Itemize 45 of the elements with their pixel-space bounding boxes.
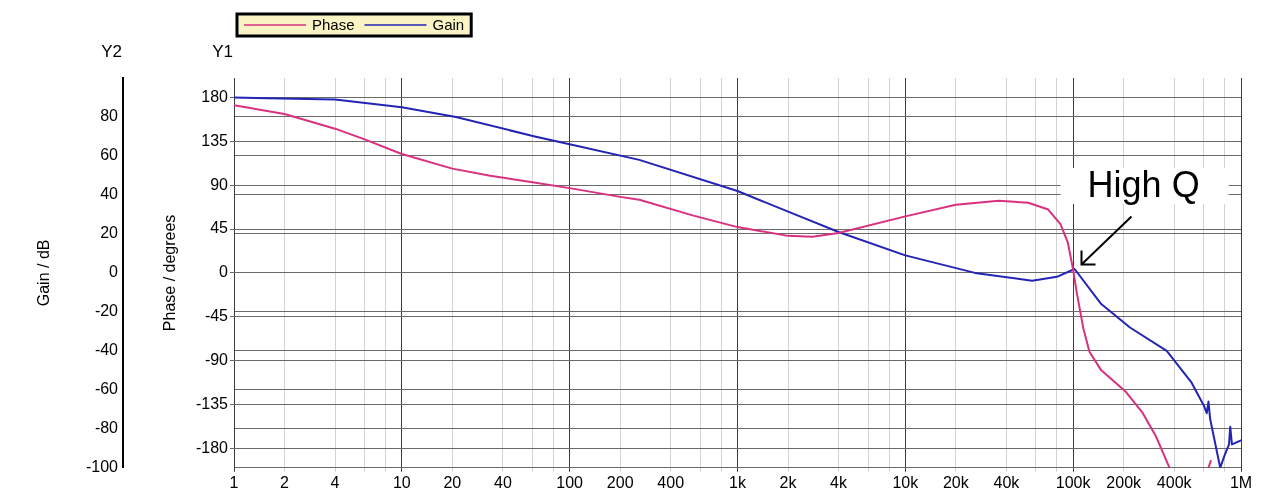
x-tick-label: 20k [942, 473, 970, 491]
x-tick-label: 2 [280, 473, 290, 491]
y2-tick-label: -100 [85, 458, 119, 476]
x-tick-label: 1M [1229, 473, 1253, 491]
x-tick-label: 400 [657, 473, 685, 491]
y-tick-label: 180 [201, 87, 229, 105]
x-tick-label: 20 [443, 473, 462, 491]
x-tick-label: 1 [229, 473, 239, 491]
y-tick-label: -45 [204, 307, 229, 325]
y-tick-label: -90 [204, 351, 229, 369]
y2-tick-label: 40 [100, 185, 119, 203]
x-tick-label: 4k [830, 473, 848, 491]
x-tick-label: 40 [493, 473, 512, 491]
text: Y1 [212, 41, 233, 61]
y2-tick-label: -20 [94, 302, 119, 320]
y-tick-label: 0 [219, 263, 229, 281]
y-tick-label: -135 [195, 394, 229, 412]
y2-tick-label: 80 [100, 107, 119, 125]
x-tick-label: 40k [993, 473, 1021, 491]
x-tick-label: 400k [1156, 473, 1193, 491]
y2-tick-label: 60 [100, 146, 119, 164]
y2-tick-label: 20 [100, 224, 119, 242]
annotation: High Q [1087, 163, 1200, 205]
x-tick-label: 2k [779, 473, 798, 491]
y-tick-label: 45 [210, 219, 229, 237]
x-tick-label: 200k [1106, 473, 1143, 491]
x-tick-label: 10 [392, 473, 411, 491]
x-tick-label: 100 [556, 473, 584, 491]
legend-label: Phase [312, 16, 355, 34]
y-axis-title: Phase / degrees [161, 214, 179, 332]
x-tick-label: 1k [729, 473, 747, 491]
y2-tick-label: -40 [94, 341, 119, 359]
y-tick-label: 90 [210, 175, 229, 193]
y2-axis-title: Gain / dB [35, 239, 53, 307]
y2-tick-label: -80 [94, 419, 119, 437]
text: Y2 [101, 41, 122, 61]
y2-tick-label: -60 [94, 380, 119, 398]
x-tick-label: 4 [330, 473, 340, 491]
y-tick-label: -180 [195, 438, 229, 456]
legend-label: Gain [432, 16, 465, 34]
x-tick-label: 200 [606, 473, 634, 491]
x-tick-label: 10k [892, 473, 920, 491]
x-tick-label: 100k [1055, 473, 1092, 491]
y-tick-label: 135 [201, 131, 229, 149]
y2-tick-label: 0 [109, 263, 119, 281]
